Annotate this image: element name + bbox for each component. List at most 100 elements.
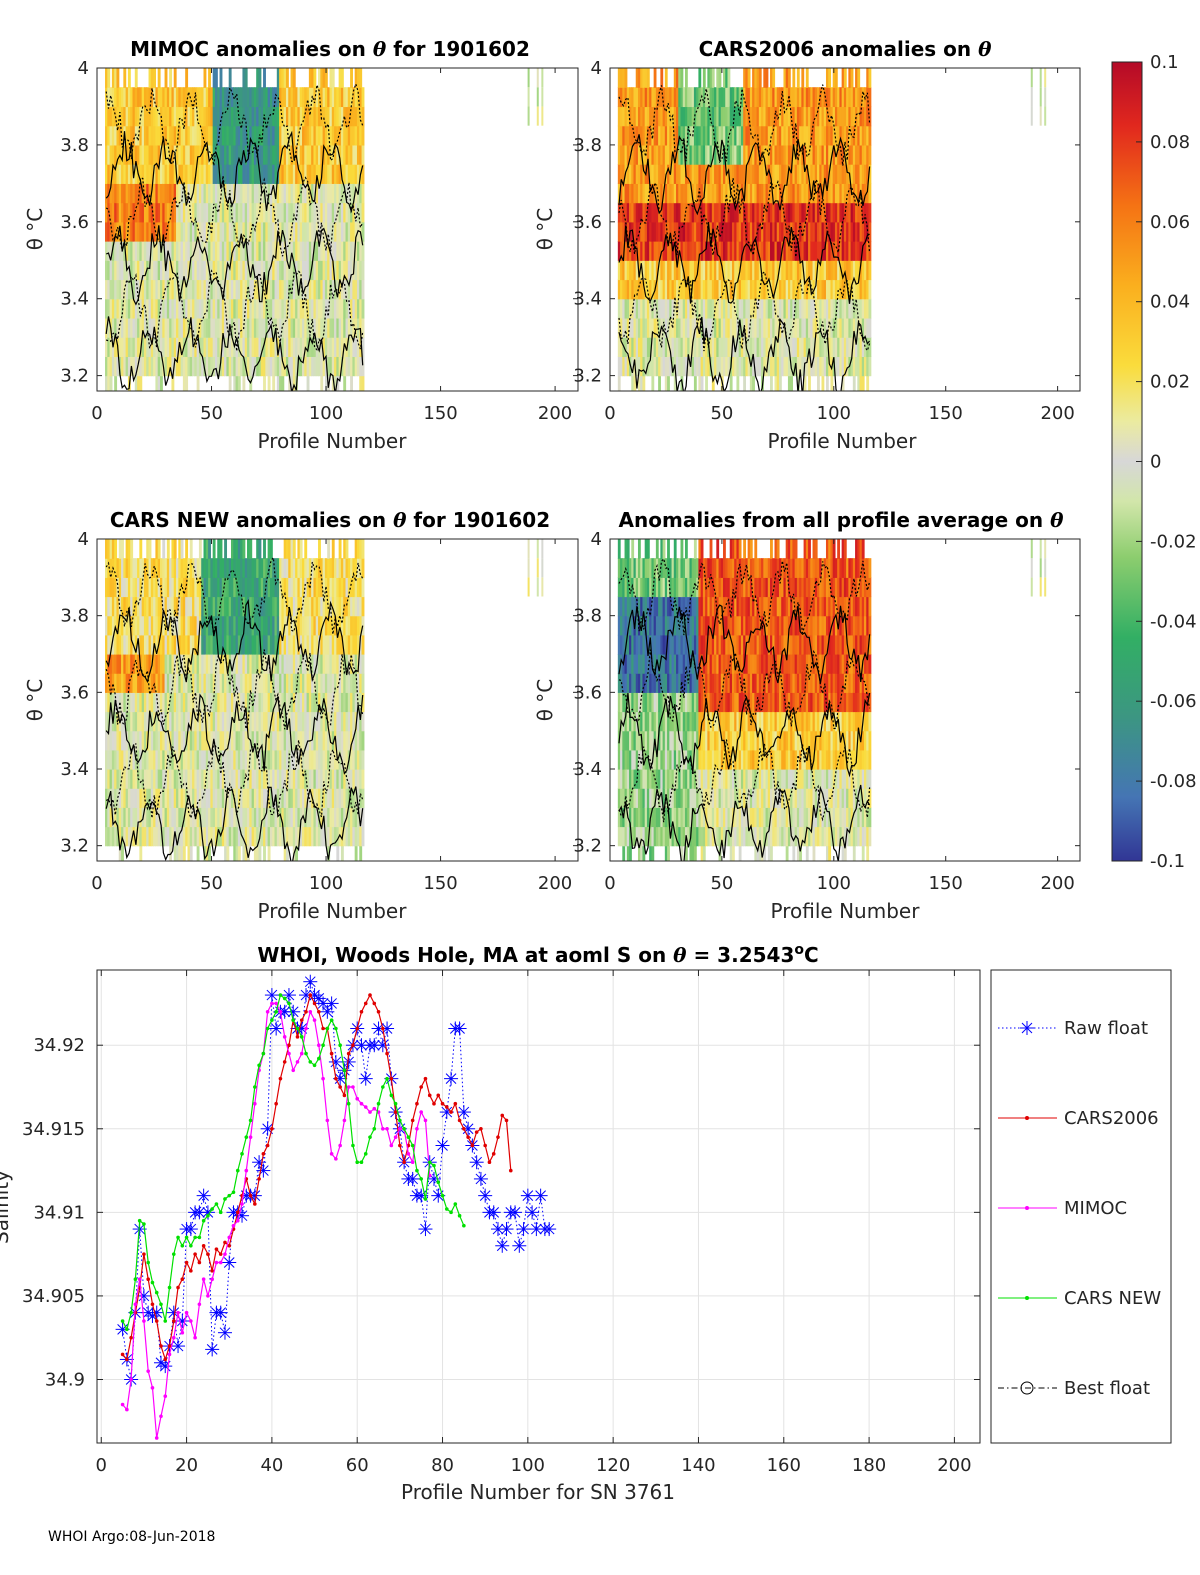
heatmap-cell (164, 788, 168, 808)
heatmap-cell (839, 125, 843, 146)
heatmap-cell (178, 596, 182, 617)
heatmap-cell (345, 241, 349, 261)
heatmap-cell (164, 125, 168, 146)
heatmap-cell (334, 317, 337, 338)
heatmap-cell (290, 106, 294, 127)
heatmap-cell (235, 596, 239, 617)
heatmap-cell (235, 749, 239, 770)
heatmap-cell (830, 375, 834, 391)
heatmap-cell (803, 241, 807, 261)
heatmap-cell (841, 337, 845, 357)
heatmap-cell (109, 539, 113, 559)
heatmap-cell (828, 106, 832, 127)
heatmap-cell (859, 164, 863, 184)
heatmap-cell (736, 241, 740, 261)
heatmap-cell (118, 337, 122, 357)
heatmap-cell (340, 68, 344, 88)
heatmap-cell (233, 241, 237, 261)
heatmap-cell (214, 673, 218, 693)
heatmap-cell (855, 68, 858, 88)
heatmap-cell (682, 106, 686, 127)
heatmap-cell (803, 279, 807, 300)
heatmap-cell (260, 692, 264, 713)
heatmap-cell (121, 807, 124, 828)
heatmap-cell (633, 202, 637, 223)
heatmap-cell (169, 654, 173, 674)
heatmap-cell (208, 845, 211, 861)
heatmap-cell (272, 375, 276, 391)
heatmap-cell (819, 87, 823, 108)
heatmap-cell (837, 106, 841, 127)
heatmap-cell (258, 673, 262, 693)
heatmap-cell (808, 106, 811, 127)
heatmap-cell (850, 298, 854, 319)
heatmap-cell (192, 730, 195, 751)
heatmap-cell (343, 298, 347, 319)
heatmap-cell (203, 317, 207, 338)
heatmap-cell (217, 692, 221, 713)
heatmap-cell (105, 164, 108, 184)
heatmap-cell (159, 577, 163, 598)
heatmap-cell (201, 558, 205, 578)
heatmap-cell (852, 202, 856, 223)
heatmap-cell (210, 125, 214, 146)
heatmap-cell (272, 577, 276, 598)
heatmap-cell (783, 183, 787, 204)
heatmap-cell (249, 144, 253, 165)
heatmap-cell (242, 634, 246, 655)
heatmap-cell (834, 202, 838, 223)
heatmap-cell (237, 317, 241, 338)
heatmap-cell (240, 558, 244, 578)
heatmap-cell (324, 87, 328, 108)
heatmap-cell (727, 87, 731, 108)
heatmap-cell (187, 241, 191, 261)
heatmap-cell (210, 298, 214, 319)
heatmap-cell (217, 711, 221, 732)
heatmap-cell (153, 298, 157, 319)
heatmap-cell (134, 711, 138, 732)
heatmap-cell (324, 164, 328, 184)
y-tick-label: 3.4 (573, 289, 602, 310)
heatmap-cell (716, 221, 720, 242)
heatmap-cell (171, 788, 175, 808)
heatmap-cell (111, 577, 115, 598)
heatmap-cell (217, 558, 221, 578)
heatmap-cell (235, 826, 239, 847)
heatmap-cell (219, 241, 223, 261)
heatmap-cell (180, 106, 184, 127)
heatmap-cell (743, 260, 747, 281)
heatmap-cell (295, 279, 299, 300)
heatmap-cell (178, 730, 182, 751)
heatmap-cell (134, 788, 138, 808)
heatmap-cell (208, 769, 211, 789)
heatmap-cell (292, 164, 296, 184)
heatmap-cell (774, 164, 778, 184)
heatmap-cell (729, 202, 733, 223)
heatmap-cell (682, 260, 686, 281)
heatmap-cell (130, 87, 134, 108)
heatmap-cell (235, 260, 239, 281)
heatmap-cell (212, 788, 216, 808)
heatmap-cell (285, 260, 289, 281)
heatmap-cell (660, 106, 664, 127)
heatmap-cell (242, 577, 246, 598)
heatmap-cell (705, 337, 708, 357)
heatmap-cell (139, 183, 143, 204)
heatmap-cell (217, 807, 221, 828)
heatmap-cell (334, 298, 337, 319)
heatmap-cell (345, 125, 349, 146)
heatmap-cell (290, 596, 294, 617)
heatmap-cell (224, 317, 228, 338)
heatmap-cell (267, 769, 271, 789)
heatmap-cell (176, 826, 179, 847)
heatmap-cell (640, 241, 644, 261)
heatmap-cell (646, 279, 650, 300)
heatmap-cell (327, 260, 331, 281)
heatmap-cell (778, 317, 782, 338)
heatmap-cell (290, 539, 294, 559)
heatmap-cell (855, 106, 858, 127)
heatmap-cell (785, 87, 789, 108)
heatmap-cell (852, 279, 856, 300)
heatmap-cell (260, 634, 264, 655)
